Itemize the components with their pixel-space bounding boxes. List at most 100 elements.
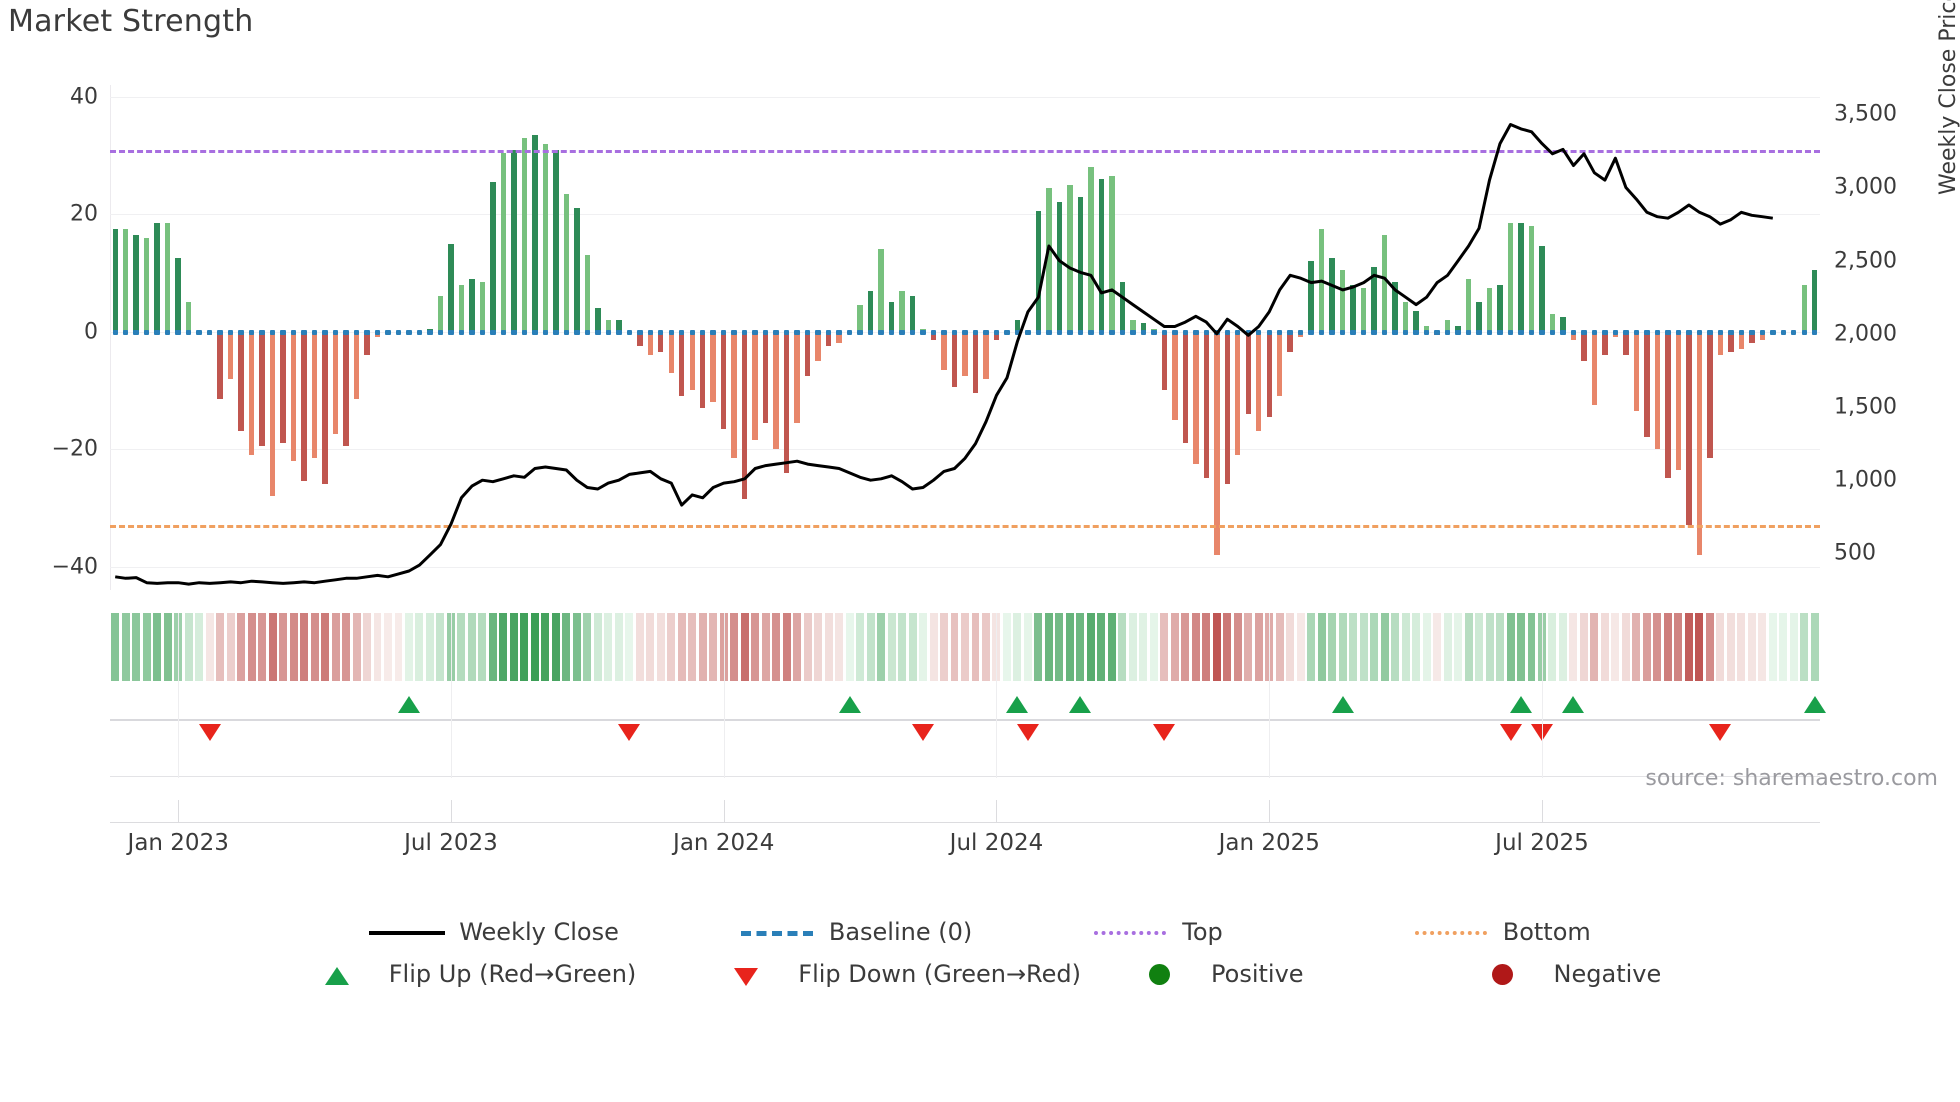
x-axis-rule bbox=[110, 822, 1820, 823]
heatmap-cell bbox=[121, 613, 130, 681]
strength-bar bbox=[1098, 178, 1105, 332]
strength-bar bbox=[1591, 331, 1598, 406]
heatmap-cell bbox=[1548, 613, 1557, 681]
strength-bar bbox=[1696, 331, 1703, 555]
legend-label: Negative bbox=[1553, 960, 1662, 988]
legend-item[interactable]: Weekly Close bbox=[369, 918, 619, 946]
strength-bar bbox=[343, 331, 349, 447]
triangle-down-icon bbox=[708, 962, 784, 986]
baseline-marker bbox=[1046, 329, 1052, 335]
baseline-marker bbox=[752, 329, 758, 335]
strength-bar bbox=[322, 331, 328, 485]
heatmap-cell bbox=[1632, 613, 1641, 681]
baseline-marker bbox=[1077, 329, 1084, 335]
baseline-marker bbox=[888, 329, 895, 335]
baseline-marker bbox=[311, 329, 318, 335]
heatmap-cell bbox=[751, 613, 760, 681]
heatmap-cell bbox=[1674, 613, 1683, 681]
strength-bar bbox=[1444, 319, 1451, 332]
baseline-marker bbox=[164, 329, 171, 335]
legend-item[interactable]: Top bbox=[1092, 918, 1223, 946]
baseline-marker bbox=[280, 329, 286, 335]
heatmap-cell bbox=[1737, 613, 1746, 681]
baseline-marker bbox=[815, 329, 821, 335]
heatmap-cell bbox=[1527, 613, 1536, 681]
baseline-marker bbox=[1035, 329, 1042, 335]
baseline-marker bbox=[1476, 329, 1482, 335]
baseline-marker bbox=[574, 329, 580, 335]
weekly-close-line bbox=[114, 123, 1774, 586]
baseline-marker bbox=[741, 329, 748, 335]
heatmap-cell bbox=[394, 613, 403, 681]
strength-bar bbox=[773, 331, 779, 450]
strength-bar bbox=[154, 222, 160, 332]
baseline-marker bbox=[1161, 329, 1168, 335]
circle-icon-glyph bbox=[1149, 964, 1171, 985]
strength-bar bbox=[458, 284, 465, 332]
strength-bar bbox=[259, 331, 265, 447]
strength-bar bbox=[1633, 331, 1640, 411]
strength-bar bbox=[1717, 331, 1724, 356]
baseline-marker bbox=[773, 329, 779, 335]
strength-bar bbox=[269, 331, 276, 497]
strength-bar bbox=[951, 331, 958, 388]
strength-bar bbox=[1308, 261, 1314, 332]
flip-up-marker bbox=[1510, 696, 1532, 713]
legend-item[interactable]: Flip Up (Red→Green) bbox=[299, 960, 636, 988]
baseline-marker bbox=[1025, 329, 1031, 335]
baseline-marker bbox=[217, 329, 223, 335]
legend-item[interactable]: Flip Down (Green→Red) bbox=[708, 960, 1081, 988]
baseline-marker bbox=[1812, 329, 1818, 335]
baseline-marker bbox=[1738, 329, 1745, 335]
strength-bar bbox=[164, 222, 171, 332]
right-axis-label: Weekly Close Price bbox=[1936, 0, 1960, 195]
strength-bar bbox=[1360, 287, 1367, 332]
heatmap-cell bbox=[1611, 613, 1620, 681]
heatmap-cell bbox=[1044, 613, 1053, 681]
baseline-marker bbox=[857, 329, 863, 335]
separator-rule bbox=[110, 776, 1820, 777]
strength-bar bbox=[1161, 331, 1168, 391]
x-axis-tick-label: Jan 2024 bbox=[673, 830, 775, 856]
legend-row-1: Weekly Close Baseline (0) Top Bottom bbox=[0, 918, 1960, 946]
strength-bar bbox=[469, 278, 475, 332]
heatmap-cell bbox=[1810, 613, 1819, 681]
baseline-marker bbox=[1623, 329, 1629, 335]
gridline bbox=[110, 566, 1820, 568]
strength-bar bbox=[301, 331, 307, 482]
heatmap-cell bbox=[709, 613, 718, 681]
legend-item[interactable]: Baseline (0) bbox=[739, 918, 972, 946]
heatmap-cell bbox=[226, 613, 235, 681]
heatmap-cell bbox=[153, 613, 162, 681]
heatmap-cell bbox=[908, 613, 917, 681]
strength-bar bbox=[280, 331, 286, 444]
strength-bar bbox=[689, 331, 695, 391]
baseline-marker bbox=[1329, 329, 1335, 335]
flip-baseline bbox=[110, 719, 1820, 721]
heatmap-cell bbox=[981, 613, 990, 681]
heatmap-cell bbox=[688, 613, 697, 681]
strength-bar bbox=[490, 181, 496, 332]
strength-bar bbox=[899, 290, 905, 332]
baseline-marker bbox=[500, 329, 507, 335]
legend-item[interactable]: Bottom bbox=[1413, 918, 1591, 946]
baseline-marker bbox=[993, 329, 1000, 335]
strength-bar bbox=[511, 149, 517, 332]
triangle-down-icon-glyph bbox=[734, 968, 759, 986]
baseline-marker bbox=[1696, 329, 1703, 335]
baseline-marker bbox=[227, 329, 234, 335]
baseline-marker bbox=[364, 329, 370, 335]
heatmap-cell bbox=[258, 613, 267, 681]
baseline-marker bbox=[1465, 329, 1472, 335]
baseline-marker bbox=[1486, 329, 1493, 335]
strength-bar bbox=[741, 331, 748, 499]
strength-bar bbox=[1350, 284, 1356, 332]
triangle-up-icon bbox=[299, 962, 375, 986]
legend-item[interactable]: Negative bbox=[1464, 960, 1662, 988]
baseline-marker bbox=[720, 329, 727, 335]
legend-item[interactable]: Positive bbox=[1121, 960, 1304, 988]
baseline-marker bbox=[1581, 329, 1587, 335]
strength-bar bbox=[185, 302, 192, 332]
baseline-marker bbox=[1392, 329, 1398, 335]
